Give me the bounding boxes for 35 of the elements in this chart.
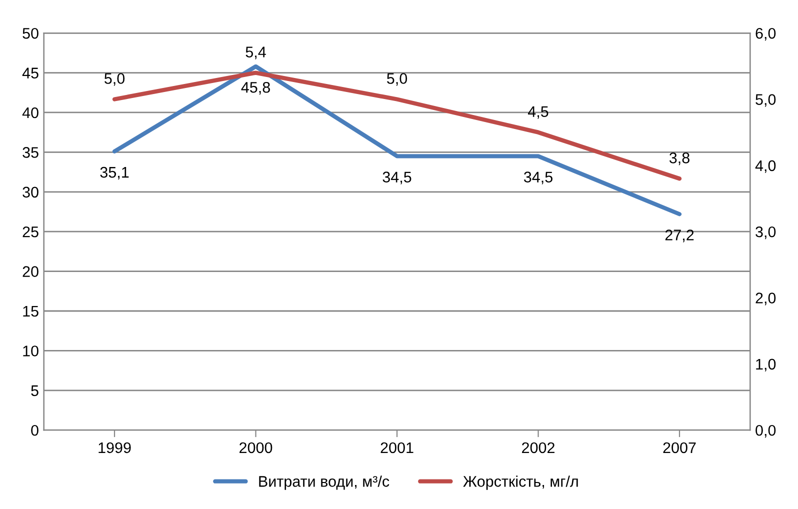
x-tick-label: 1999 <box>98 442 131 454</box>
y-tick-label: 15 <box>23 306 38 317</box>
data-label: 45,8 <box>241 82 270 95</box>
y-tick-label: 10 <box>23 346 38 356</box>
y-tick-label: 35 <box>22 147 38 158</box>
y2-tick-label: 6,0 <box>756 28 776 41</box>
data-label: 34,5 <box>382 172 412 184</box>
y-tick-label: 40 <box>22 107 38 118</box>
x-tick-label: 2007 <box>663 442 696 454</box>
x-tick-label: 2002 <box>522 442 554 454</box>
y-tick-label: 45 <box>22 68 38 78</box>
y2-tick-label: 4,0 <box>755 160 776 173</box>
y-tick-label: 5 <box>31 385 38 396</box>
data-label: 27,2 <box>665 230 694 242</box>
x-tick-label: 2001 <box>380 442 414 454</box>
y-tick-label: 30 <box>22 186 38 198</box>
data-label: 4,5 <box>528 106 548 119</box>
x-tick-label: 2000 <box>240 442 272 454</box>
y2-tick-label: 5,0 <box>756 94 776 107</box>
y2-tick-label: 0,0 <box>756 424 776 438</box>
data-label: 34,5 <box>524 172 552 184</box>
data-label: 35,1 <box>100 166 129 180</box>
data-label: 5,0 <box>104 73 125 86</box>
data-label: 5,0 <box>387 73 408 86</box>
y-tick-label: 25 <box>22 226 38 238</box>
y2-tick-label: 2,0 <box>756 292 776 306</box>
y-tick-label: 0 <box>31 424 38 436</box>
y2-tick-label: 3,0 <box>756 226 776 240</box>
legend-label: Витрати води, м³/с <box>259 476 390 490</box>
y2-tick-label: 1,0 <box>756 358 776 372</box>
legend-label: Жорсткість, мг/л <box>463 476 578 490</box>
data-label: 5,4 <box>246 46 266 60</box>
y-tick-label: 20 <box>22 266 38 277</box>
y-tick-label: 50 <box>22 28 38 39</box>
data-label: 3,8 <box>669 152 690 166</box>
